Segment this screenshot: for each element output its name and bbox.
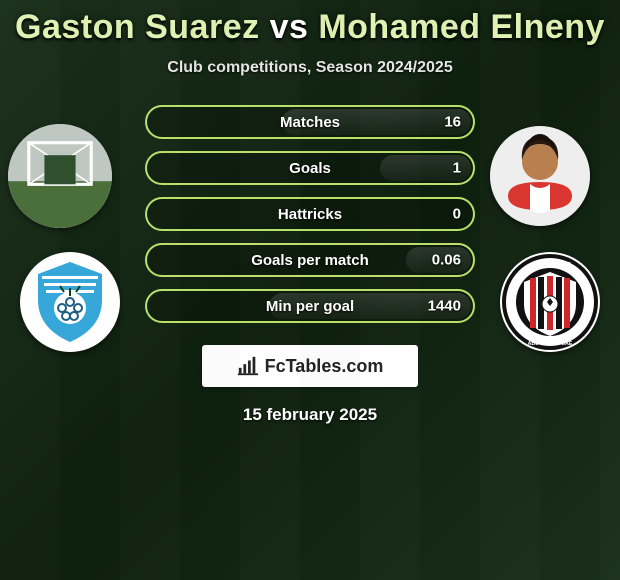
vs-separator: vs	[270, 8, 309, 46]
stat-label: Goals per match	[251, 252, 369, 269]
player2-avatar	[490, 126, 590, 226]
stat-row: Goals 1	[145, 151, 475, 185]
stat-row: Min per goal 1440	[145, 289, 475, 323]
stat-value-right: 1	[453, 160, 461, 177]
stats-container: Matches 16 Goals 1 Hattricks 0 Goals per match…	[145, 105, 475, 323]
player2-club-badge: AL JAZIRA CLUB ABU DHABI · UAE	[500, 252, 600, 352]
stat-value-right: 0	[453, 206, 461, 223]
stat-row: Matches 16	[145, 105, 475, 139]
stat-row: Goals per match 0.06	[145, 243, 475, 277]
svg-text:ABU DHABI · UAE: ABU DHABI · UAE	[528, 341, 573, 347]
stat-value-right: 1440	[428, 298, 461, 315]
player1-avatar-placeholder	[8, 124, 112, 228]
club1-crest-icon	[20, 252, 120, 352]
stat-label: Hattricks	[278, 206, 342, 223]
stat-label: Min per goal	[266, 298, 354, 315]
brand-box: FcTables.com	[202, 345, 418, 387]
player1-name: Gaston Suarez	[15, 8, 260, 46]
stat-value-right: 16	[444, 114, 461, 131]
comparison-date: 15 february 2025	[0, 405, 620, 425]
player1-club-badge	[20, 252, 120, 352]
stat-row: Hattricks 0	[145, 197, 475, 231]
comparison-title: Gaston Suarez vs Mohamed Elneny	[0, 0, 620, 47]
stat-label: Goals	[289, 160, 331, 177]
player2-name: Mohamed Elneny	[318, 8, 605, 46]
player1-avatar	[8, 124, 112, 228]
subtitle: Club competitions, Season 2024/2025	[0, 59, 620, 77]
stat-value-right: 0.06	[432, 252, 461, 269]
player2-avatar-placeholder	[490, 126, 590, 226]
chart-icon	[237, 355, 259, 377]
club2-crest-icon: AL JAZIRA CLUB ABU DHABI · UAE	[500, 252, 600, 352]
brand-text: FcTables.com	[265, 356, 384, 377]
stat-label: Matches	[280, 114, 340, 131]
